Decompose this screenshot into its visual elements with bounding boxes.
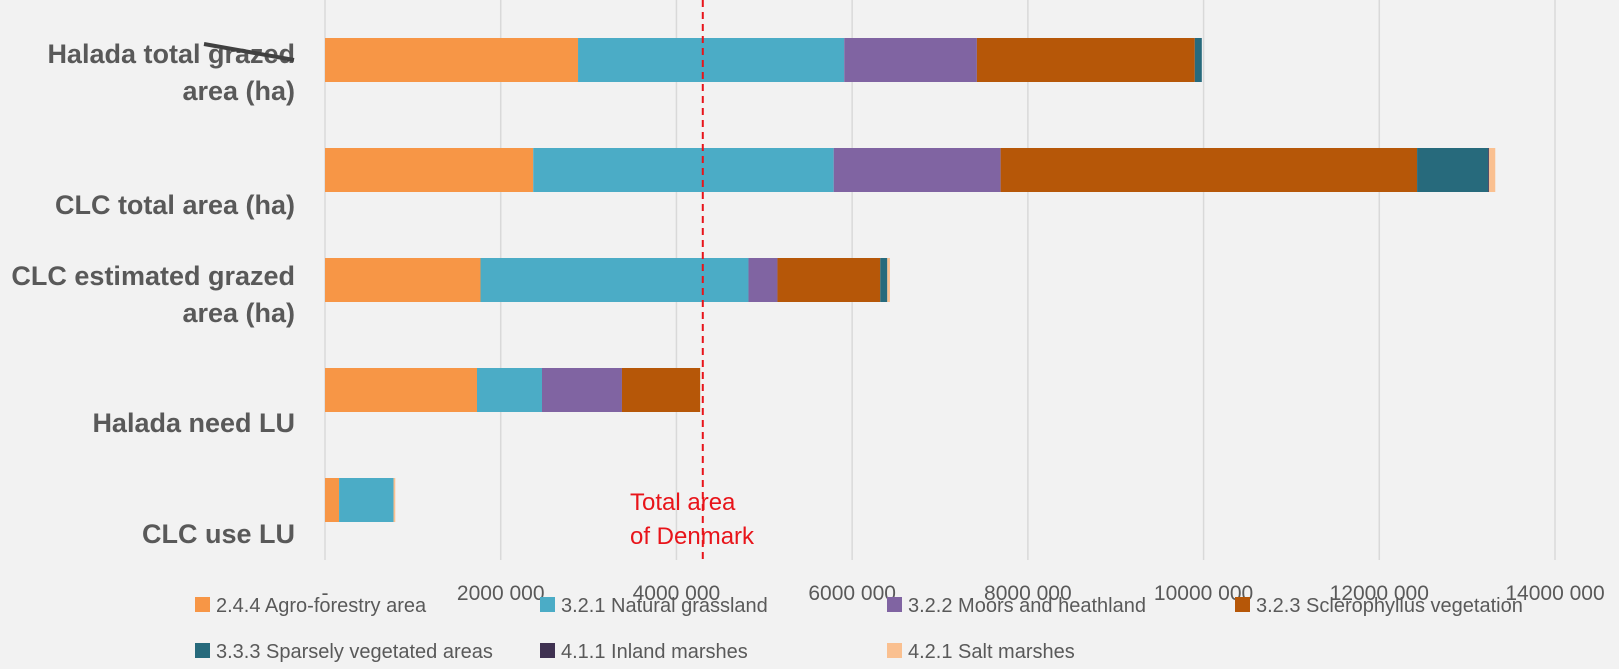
x-tick-label: 12000 000	[1330, 582, 1429, 605]
bars	[325, 38, 1496, 522]
bar-segment	[777, 258, 881, 302]
bar-segment	[393, 478, 396, 522]
legend-swatch	[195, 643, 210, 658]
category-label: CLC total area (ha)	[55, 190, 295, 220]
category-label: CLC estimated grazed	[11, 261, 295, 291]
legend-label: 3.2.3 Sclerophyllus vegetation	[1256, 595, 1523, 617]
bar-segment	[833, 148, 1001, 192]
bar-segment	[1000, 148, 1418, 192]
decorations	[203, 42, 295, 62]
legend-label: 3.2.2 Moors and heathland	[908, 595, 1146, 617]
bar-segment	[976, 38, 1195, 82]
legend-label: 4.1.1 Inland marshes	[561, 641, 748, 663]
category-label: CLC use LU	[142, 519, 295, 549]
bar-segment	[1194, 38, 1202, 82]
reference-line-label: of Denmark	[630, 523, 755, 550]
legend-swatch	[540, 643, 555, 658]
legend-label: 2.4.4 Agro-forestry area	[216, 595, 427, 617]
category-label: area (ha)	[182, 76, 295, 106]
reference-line-label: Total area	[630, 489, 736, 516]
bar-segment	[325, 38, 579, 82]
category-label: Halada need LU	[92, 408, 295, 438]
x-tick-label: 6000 000	[808, 582, 896, 605]
legend-swatch	[540, 597, 555, 612]
x-tick-label: 14000 000	[1505, 582, 1604, 605]
legend-swatch	[887, 643, 902, 658]
bar-segment	[887, 258, 890, 302]
reference-line-group: Total area of Denmark	[630, 0, 755, 560]
x-tick-label: 8000 000	[984, 582, 1072, 605]
bar-segment	[325, 258, 481, 302]
legend-swatch	[887, 597, 902, 612]
bar-segment	[1488, 148, 1490, 192]
bar-segment	[339, 478, 394, 522]
legend: 2.4.4 Agro-forestry area 3.2.1 Natural gr…	[195, 595, 1523, 663]
legend-swatch	[195, 597, 210, 612]
bar-segment	[748, 258, 778, 302]
bar-segment	[476, 368, 543, 412]
x-tick-label: 4000 000	[633, 582, 721, 605]
category-label: area (ha)	[182, 298, 295, 328]
bar-segment	[325, 478, 340, 522]
bar-segment	[533, 148, 834, 192]
bar-segment	[844, 38, 977, 82]
bar-segment	[480, 258, 749, 302]
strike-mark	[203, 42, 295, 62]
x-tick-label: -	[322, 582, 329, 605]
bar-segment	[1489, 148, 1496, 192]
bar-segment	[578, 38, 845, 82]
bar-segment	[621, 368, 701, 412]
bar-segment	[325, 368, 477, 412]
bar-segment	[542, 368, 622, 412]
legend-label: 4.2.1 Salt marshes	[908, 641, 1075, 663]
bar-segment	[325, 148, 534, 192]
bar-segment	[880, 258, 888, 302]
bar-segment	[1417, 148, 1489, 192]
x-tick-label: 10000 000	[1154, 582, 1253, 605]
x-tick-labels: - 2000 000 4000 000 6000 000 8000 000 10000 0…	[322, 582, 1605, 605]
legend-label: 3.2.1 Natural grassland	[561, 595, 768, 617]
x-tick-label: 2000 000	[457, 582, 545, 605]
legend-swatch	[1235, 597, 1250, 612]
legend-label: 3.3.3 Sparsely vegetated areas	[216, 641, 493, 663]
